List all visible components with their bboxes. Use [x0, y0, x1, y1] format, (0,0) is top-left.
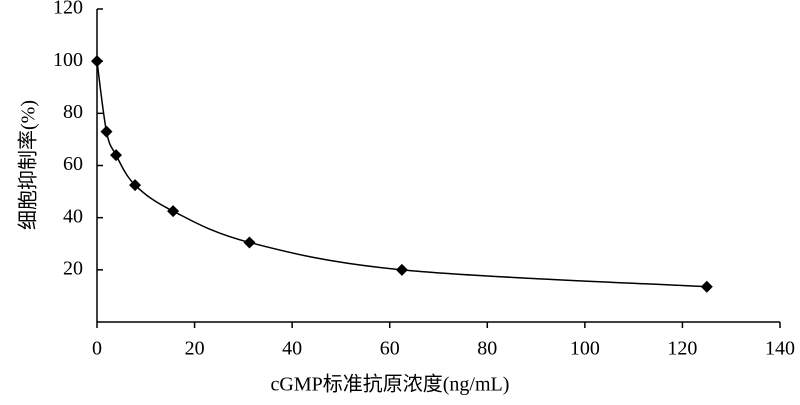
y-tick-label: 120 [53, 0, 83, 19]
x-tick-label: 0 [92, 338, 102, 360]
data-point [243, 236, 256, 249]
x-tick-label: 40 [282, 338, 302, 360]
y-axis-label: 细胞抑制率(%) [17, 100, 40, 230]
x-tick-label: 20 [185, 338, 205, 360]
x-tick-label: 140 [765, 338, 795, 360]
y-tick-label: 40 [63, 205, 83, 227]
data-point [395, 263, 408, 276]
data-point [129, 179, 142, 192]
y-tick-label: 20 [63, 257, 83, 279]
fit-line [96, 61, 707, 288]
x-tick-label: 100 [570, 338, 600, 360]
data-point [110, 149, 123, 162]
y-tick-label: 100 [53, 49, 83, 71]
x-axis-label: cGMP标准抗原浓度(ng/mL) [271, 373, 510, 396]
x-tick-label: 80 [477, 338, 497, 360]
x-tick-label: 120 [667, 338, 697, 360]
y-tick-label: 60 [63, 153, 83, 175]
data-point [91, 55, 103, 68]
x-tick-label: 60 [380, 338, 400, 360]
data-point [700, 280, 713, 293]
data-point [100, 125, 113, 138]
data-point [167, 205, 180, 218]
y-tick-label: 80 [63, 101, 83, 123]
